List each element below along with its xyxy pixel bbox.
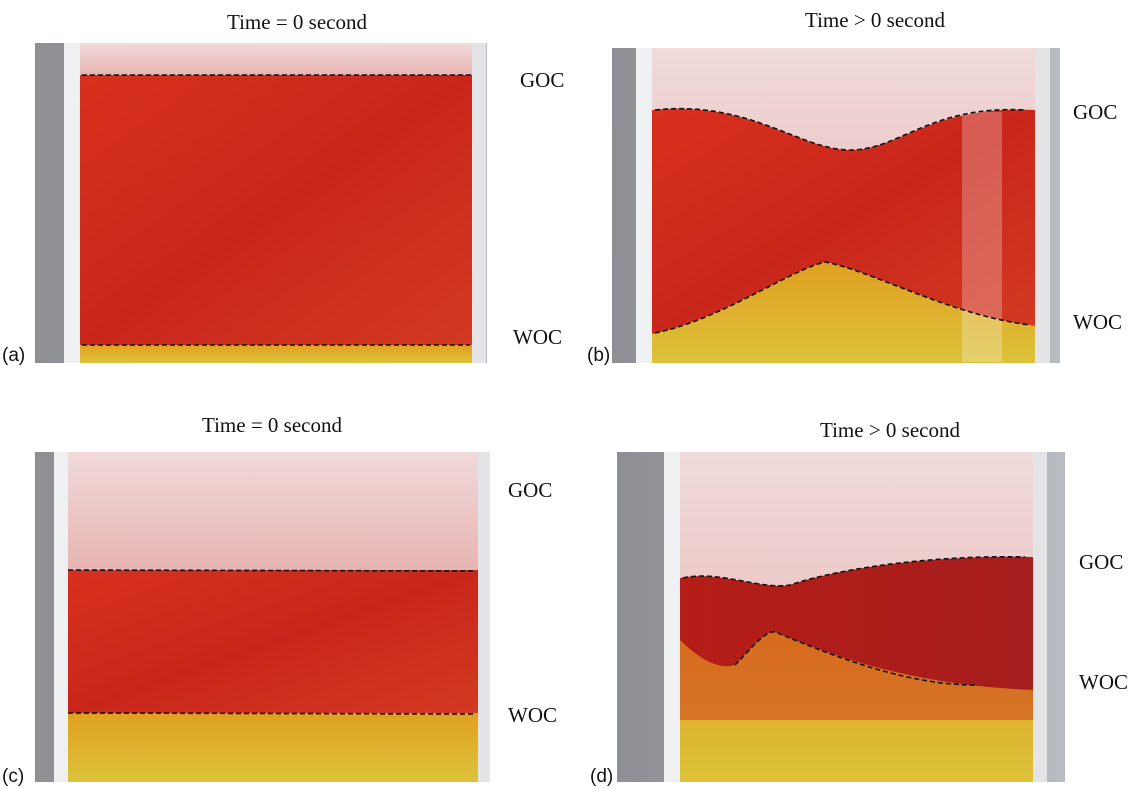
goc-label: GOC [508,478,552,502]
panel-title: Time = 0 second [227,10,367,34]
panel-d: Time > 0 second GOC WOC (d) [590,418,1128,787]
oil-zone [68,570,478,713]
panel-a: Time = 0 second GOC WOC (a) [2,10,564,366]
panel-label: (a) [2,345,25,366]
ruler [64,43,80,363]
water-zone [80,345,472,363]
panel-title: Time > 0 second [805,8,945,32]
goc-label: GOC [520,68,564,92]
woc-label: WOC [1079,670,1128,694]
panel-label: (c) [2,766,24,787]
woc-label: WOC [1073,310,1122,334]
goc-label: GOC [1079,550,1123,574]
figure: Time = 0 second GOC WOC (a) Time > 0 sec… [0,0,1146,789]
oil-zone [80,75,472,345]
woc-label: WOC [508,703,557,727]
panel-b: Time > 0 second GOC WOC (b) [587,8,1122,366]
panel-label: (d) [590,766,613,787]
ruler [54,452,68,782]
panel-c: Time = 0 second GOC WOC (c) [2,413,557,787]
water-zone [68,713,478,782]
side-bar [478,452,490,782]
panel-title: Time > 0 second [820,418,960,442]
panel-label: (b) [587,345,610,366]
woc-line [68,713,474,714]
goc-label: GOC [1073,100,1117,124]
side-bar [1035,48,1050,363]
side-bar [472,43,486,363]
side-bar [1033,452,1047,782]
ruler [664,452,680,782]
panel-title: Time = 0 second [202,413,342,437]
ruler [636,48,652,363]
woc-label: WOC [513,325,562,349]
gas-zone [80,43,472,75]
ruler-stick [962,112,1002,362]
gas-zone [68,452,478,570]
